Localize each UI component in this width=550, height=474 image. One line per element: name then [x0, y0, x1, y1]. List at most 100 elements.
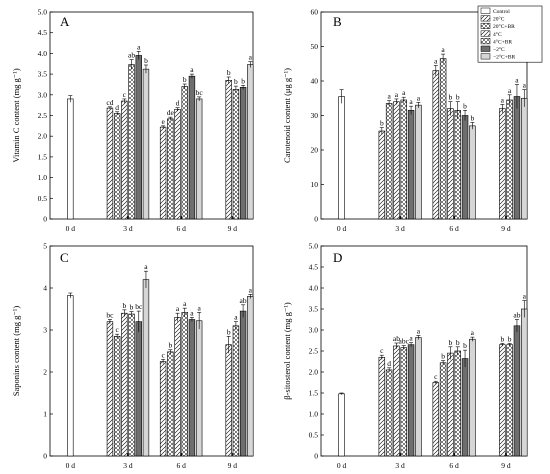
plot-frame	[49, 11, 254, 220]
significance-label: b	[463, 101, 467, 110]
y-tick-label: 2.5	[309, 347, 319, 356]
bar	[106, 321, 114, 457]
plot-frame	[49, 245, 254, 457]
bar	[432, 70, 440, 220]
significance-label: a	[190, 308, 194, 317]
x-tick-label: 9 d	[228, 461, 238, 470]
legend-entry: 4°C	[493, 31, 502, 38]
significance-label: c	[161, 350, 165, 359]
bar	[128, 313, 135, 457]
bar	[113, 113, 121, 220]
bar	[232, 325, 240, 457]
significance-label: b	[234, 77, 238, 86]
bar	[447, 352, 454, 457]
bar	[247, 64, 254, 220]
bar	[188, 75, 196, 220]
bar	[506, 99, 513, 220]
significance-label: a	[508, 86, 512, 95]
bar	[121, 312, 128, 457]
y-tick-label: 1.0	[309, 410, 319, 419]
panel-b: 0 10 20 30 40 50 60 Carotenoid content (μg g⁻¹)…	[282, 8, 528, 233]
y-tick-label: 40	[311, 77, 319, 86]
y-tick-label: 2	[43, 368, 47, 377]
panel-letter: B	[333, 14, 342, 29]
y-axis-label: β-sitosterol content (mg g⁻¹)	[282, 302, 292, 400]
y-tick-label: 0.5	[309, 431, 319, 440]
significance-label: b	[122, 301, 126, 310]
y-tick-label: 5.0	[309, 242, 319, 251]
significance-label: a	[176, 304, 180, 313]
significance-label: a	[523, 292, 527, 301]
bar	[415, 104, 422, 220]
bar	[338, 96, 345, 220]
significance-label: b	[470, 113, 474, 122]
bar	[439, 58, 447, 220]
bar	[513, 325, 521, 457]
bar	[469, 338, 476, 457]
bar	[400, 99, 407, 220]
y-axis-label: Vitamin C content (mg g⁻¹)	[11, 68, 21, 163]
bar	[128, 64, 135, 220]
bar	[378, 356, 386, 457]
significance-label: a	[471, 328, 475, 337]
significance-label: b	[380, 119, 384, 128]
legend-swatch	[480, 53, 491, 60]
bar	[195, 320, 203, 457]
significance-label: d	[176, 99, 180, 108]
significance-label: a	[515, 75, 519, 84]
bar	[432, 382, 440, 457]
legend-entry: −2°C	[493, 46, 505, 53]
significance-label: a	[249, 285, 253, 294]
y-tick-label: 4.0	[38, 49, 48, 58]
significance-label: a	[501, 95, 505, 104]
significance-label: d	[387, 359, 391, 368]
x-tick-label: 0 d	[66, 461, 76, 470]
panel-a: 0 0.5 1.0 1.5 2.0 2.5 3.0 3.5 4.0 4.5 5.0 Vitamin C…	[11, 8, 254, 233]
significance-label: abc	[399, 337, 410, 346]
significance-label: a	[409, 334, 413, 343]
y-tick-label: 3.0	[38, 90, 48, 99]
y-tick-label: 5.0	[38, 8, 48, 17]
significance-label: bc	[106, 311, 114, 320]
y-tick-label: 4.5	[309, 263, 319, 272]
y-tick-label: 2.5	[38, 111, 48, 120]
significance-label: b	[130, 303, 134, 312]
x-tick-label: 0 d	[337, 224, 347, 233]
bar	[439, 362, 447, 457]
significance-label: c	[380, 346, 384, 355]
y-tick-label: 3.5	[38, 70, 48, 79]
significance-label: b	[227, 68, 231, 77]
legend-swatch	[480, 15, 491, 22]
significance-label: a	[197, 303, 201, 312]
y-tick-label: 1.5	[38, 152, 48, 161]
x-tick-label: 6 d	[176, 224, 186, 233]
bar	[415, 337, 422, 457]
bar	[469, 125, 476, 220]
bar	[142, 68, 150, 220]
significance-label: ab	[128, 51, 135, 60]
bar	[407, 110, 415, 220]
x-tick-label: 9 d	[501, 224, 511, 233]
significance-label: a	[409, 97, 413, 106]
significance-label: bc	[196, 88, 204, 97]
y-tick-label: 50	[311, 42, 319, 51]
panel-letter: C	[60, 250, 69, 265]
significance-label: b	[500, 334, 504, 343]
legend-swatch	[480, 7, 491, 14]
bar	[135, 55, 142, 220]
bar	[393, 345, 400, 457]
bar	[385, 103, 393, 220]
x-tick-label: 3 d	[395, 224, 405, 233]
x-tick-label: 0 d	[66, 224, 76, 233]
bar	[407, 344, 415, 457]
significance-label: b	[441, 352, 445, 361]
significance-label: b	[168, 341, 172, 350]
y-axis-label: Saponins content (mg g⁻¹)	[11, 306, 21, 397]
bar	[188, 319, 196, 457]
significance-label: b	[241, 76, 245, 85]
significance-label: a	[441, 45, 445, 54]
significance-label: b	[227, 327, 231, 336]
significance-label: e	[161, 117, 165, 126]
